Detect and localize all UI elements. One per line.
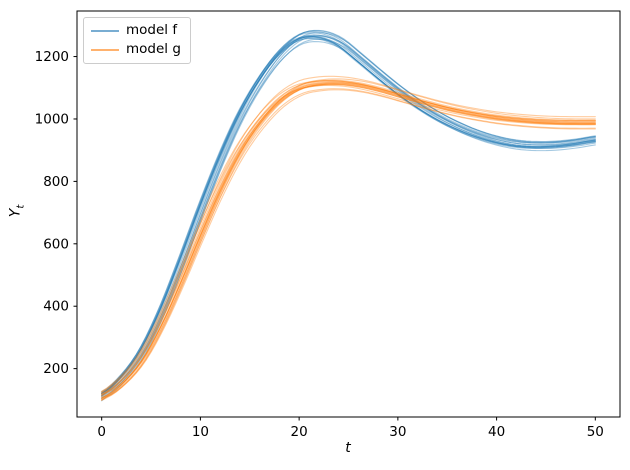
axes-spines — [76, 10, 621, 418]
legend: model f model g — [83, 17, 191, 64]
ensemble-line — [101, 89, 596, 401]
legend-line-sample-model-g — [91, 48, 119, 51]
y-tick-label: 600 — [43, 236, 69, 252]
y-axis-label-sub: t — [15, 204, 27, 209]
ensemble-curves — [101, 29, 596, 402]
x-axis-label: t — [345, 440, 351, 456]
ensemble-line — [101, 80, 596, 395]
ensemble-line — [101, 83, 596, 399]
axis-ticks: 0 10 20 30 40 50 200 400 600 800 1000 1200 — [35, 49, 604, 440]
ensemble-line — [101, 30, 596, 395]
ensemble-line — [101, 35, 596, 395]
x-tick-label: 40 — [488, 424, 505, 440]
ensemble-line — [101, 37, 596, 395]
ensemble-line — [101, 35, 596, 394]
ensemble-line — [101, 30, 596, 394]
ensemble-line — [101, 36, 596, 397]
ensemble-line — [101, 75, 596, 393]
ensemble-line — [101, 81, 596, 399]
ensemble-line — [101, 81, 596, 396]
ensemble-line — [101, 38, 596, 396]
x-tick-label: 10 — [192, 424, 209, 440]
ensemble-line — [101, 78, 596, 397]
ensemble-line — [101, 83, 596, 400]
y-tick-label: 1000 — [35, 111, 69, 127]
y-axis-label-main: Y — [7, 208, 24, 218]
legend-entry-model-g: model g — [91, 40, 181, 59]
ensemble-line — [101, 79, 596, 395]
x-tick-label: 30 — [389, 424, 406, 440]
ensemble-line — [101, 82, 596, 399]
ensemble-line — [101, 84, 596, 399]
x-tick-label: 20 — [291, 424, 308, 440]
y-axis-label: Yt — [8, 205, 27, 217]
series-model-g-lines — [101, 75, 596, 401]
legend-label-model-f: model f — [126, 22, 178, 38]
ensemble-line — [101, 38, 596, 399]
y-tick-label: 400 — [43, 299, 69, 315]
x-tick-label: 0 — [97, 424, 106, 440]
series-model-f-lines — [101, 29, 596, 402]
y-tick-label: 200 — [43, 361, 69, 377]
ensemble-line — [101, 35, 596, 402]
ensemble-line — [101, 32, 596, 397]
x-tick-label: 50 — [587, 424, 604, 440]
ensemble-line — [101, 34, 596, 393]
ensemble-line — [101, 29, 596, 398]
ensemble-line — [101, 82, 596, 401]
y-tick-label: 1200 — [35, 49, 69, 65]
ensemble-line — [101, 32, 596, 393]
legend-line-sample-model-f — [91, 29, 119, 32]
ensemble-line — [101, 34, 596, 396]
ensemble-line — [101, 36, 596, 394]
ensemble-line — [101, 80, 596, 392]
ensemble-line — [101, 41, 596, 400]
legend-label-model-g: model g — [126, 41, 181, 57]
ensemble-line — [101, 83, 596, 396]
ensemble-line — [101, 84, 596, 393]
y-tick-label: 800 — [43, 174, 69, 190]
ensemble-line — [101, 88, 596, 401]
legend-entry-model-f: model f — [91, 21, 181, 40]
